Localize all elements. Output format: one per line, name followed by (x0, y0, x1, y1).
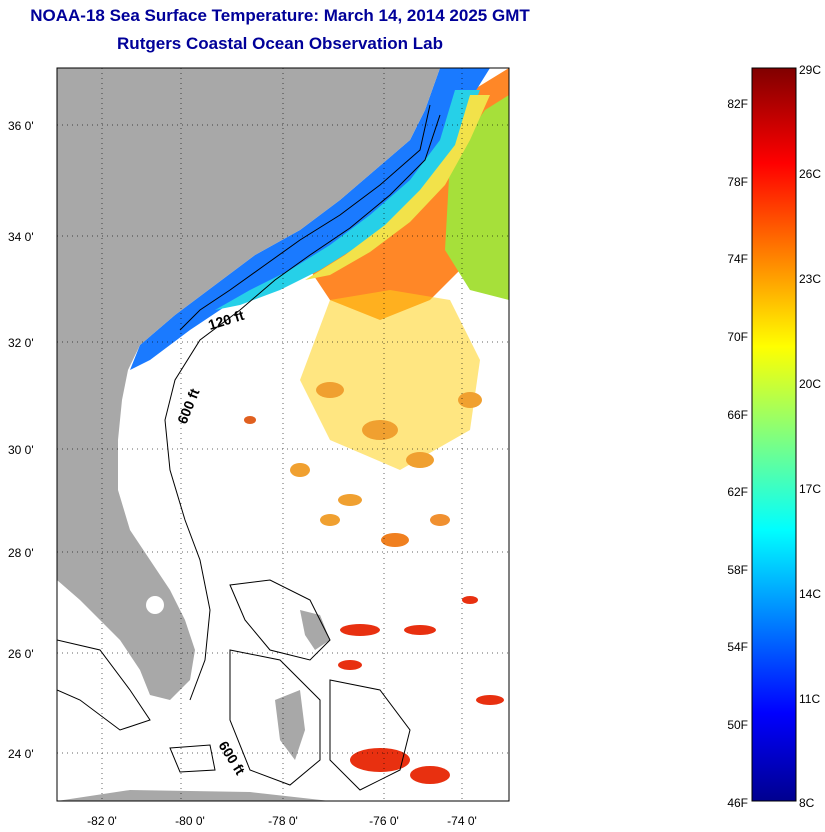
lon-tick-label: -82 0' (87, 814, 117, 828)
colorbar-f-label: 66F (727, 408, 748, 422)
lon-tick-label: -78 0' (268, 814, 298, 828)
offshore-yellow-water (300, 290, 480, 470)
colorbar-c-label: 26C (799, 167, 821, 181)
lon-tick-label: -80 0' (175, 814, 205, 828)
land-cuba (57, 790, 330, 801)
contour-120ft (179, 104, 431, 331)
land-abaco (300, 610, 330, 650)
contour-bahamas (229, 579, 331, 661)
colorbar-f-label: 50F (727, 718, 748, 732)
contour-bahamas-2 (229, 649, 321, 786)
colorbar-c-label: 14C (799, 587, 821, 601)
colorbar-c-label: 11C (799, 692, 820, 706)
colorbar-c-label: 8C (799, 796, 815, 810)
land-mainland (57, 68, 440, 700)
colorbar-f-label: 82F (727, 97, 748, 111)
lat-tick-label: 34 0' (8, 230, 34, 244)
colorbar-c-label: 23C (799, 272, 821, 286)
colorbar-f-label: 46F (727, 796, 748, 810)
hot-patches (338, 596, 504, 784)
colorbar-f-label: 78F (727, 175, 748, 189)
contour-label-600ft-south: 600 ft (215, 738, 248, 778)
colorbar-f-label: 74F (727, 252, 748, 266)
lat-tick-label: 36 0' (8, 119, 34, 133)
coastal-cold-band (130, 68, 490, 370)
graticule (57, 68, 509, 801)
map-frame (56, 67, 510, 802)
lat-tick-label: 24 0' (8, 747, 34, 761)
coastal-cyan-band (215, 90, 480, 310)
contour-keys (57, 639, 151, 731)
contour-label-600ft-north: 600 ft (174, 386, 203, 426)
colorbar-gradient (751, 67, 797, 802)
contour-bahamas-3 (329, 679, 411, 791)
warm-patches (244, 382, 482, 547)
colorbar-f-label: 62F (727, 485, 748, 499)
colorbar-f-label: 54F (727, 640, 748, 654)
depth-contours (57, 104, 441, 791)
map-title: NOAA-18 Sea Surface Temperature: March 1… (30, 6, 530, 25)
map-subtitle: Rutgers Coastal Ocean Observation Lab (117, 34, 443, 53)
colorbar-f-label: 58F (727, 563, 748, 577)
lat-tick-label: 28 0' (8, 546, 34, 560)
colorbar-c-label: 29C (799, 63, 821, 77)
lon-tick-label: -74 0' (447, 814, 477, 828)
colorbar-f-label: 70F (727, 330, 748, 344)
coastal-yellow-band (305, 95, 490, 280)
contour-cay (169, 744, 216, 773)
lat-tick-label: 30 0' (8, 443, 34, 457)
lake-okeechobee (146, 596, 164, 614)
contour-600ft (164, 114, 441, 701)
colorbar-c-label: 20C (799, 377, 821, 391)
lon-tick-label: -76 0' (369, 814, 399, 828)
land-andros (275, 690, 305, 760)
colorbar: 82F 78F 74F 70F 66F 62F 58F 54F 50F 46F … (727, 63, 821, 810)
lat-tick-label: 32 0' (8, 336, 34, 350)
colorbar-c-label: 17C (799, 482, 821, 496)
lat-tick-label: 26 0' (8, 647, 34, 661)
